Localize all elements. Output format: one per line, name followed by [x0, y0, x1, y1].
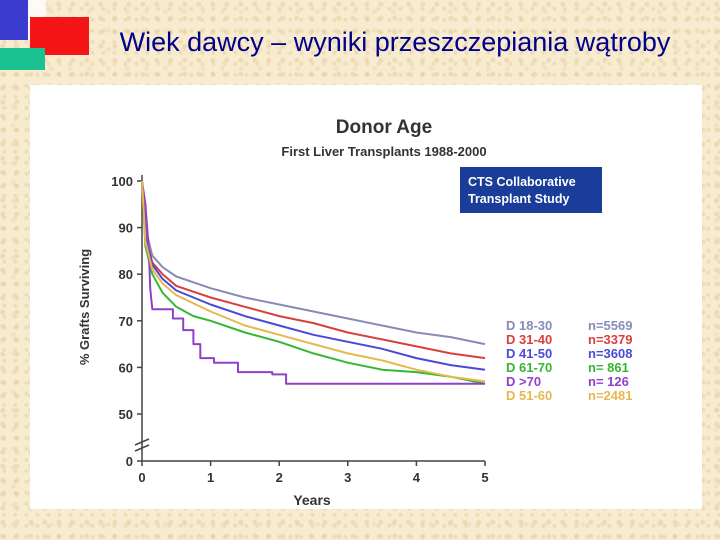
- chart-legend: D 18-30 n=5569 D 31-40 n=3379 D 41-50 n=3608 D…: [506, 318, 632, 403]
- legend-label: D 51-60: [506, 388, 552, 403]
- badge-background: [460, 167, 602, 213]
- series-line-d-41-50: [141, 180, 486, 371]
- y-tick-label: 60: [119, 360, 133, 375]
- cts-badge: CTS Collaborative Transplant Study: [460, 167, 602, 213]
- x-tick-label: 0: [138, 470, 145, 485]
- survival-chart: Donor Age First Liver Transplants 1988-2…: [77, 117, 632, 508]
- legend-label: D 41-50: [506, 346, 552, 361]
- series-line-d-18-30: [141, 180, 486, 346]
- decor-blue-square: [0, 0, 28, 40]
- legend-count: n=5569: [588, 318, 632, 333]
- slide-title: Wiek dawcy – wyniki przeszczepiania wątr…: [119, 27, 671, 57]
- axis-break-mark: [134, 438, 150, 446]
- y-tick-label: 100: [111, 174, 133, 189]
- badge-line-2: Transplant Study: [468, 192, 569, 206]
- x-tick-label: 1: [207, 470, 214, 485]
- chart-curves: [141, 180, 486, 385]
- chart-subtitle: First Liver Transplants 1988-2000: [281, 144, 486, 159]
- legend-label: D 61-70: [506, 360, 552, 375]
- y-tick-label: 70: [119, 314, 133, 329]
- series-line-d-70: [141, 180, 485, 385]
- decor-green-square: [0, 48, 45, 70]
- legend-count: n=3379: [588, 332, 632, 347]
- series-line-d-31-40: [141, 180, 486, 360]
- legend-count: n=2481: [588, 388, 632, 403]
- chart-axes: [134, 175, 485, 462]
- axis-break-mark: [134, 444, 150, 452]
- x-tick-label: 2: [276, 470, 283, 485]
- y-axis-label: % Grafts Surviving: [77, 249, 92, 365]
- legend-label: D >70: [506, 374, 541, 389]
- legend-label: D 18-30: [506, 318, 552, 333]
- y-tick-label: 0: [126, 454, 133, 469]
- legend-count: n=3608: [588, 346, 632, 361]
- legend-count: n= 861: [588, 360, 629, 375]
- chart-ticks: 100 90 80 70 60 50 00 1 2 3 4 5: [111, 174, 488, 485]
- legend-count: n= 126: [588, 374, 629, 389]
- y-tick-label: 90: [119, 221, 133, 236]
- x-tick-label: 3: [344, 470, 351, 485]
- series-line-d-51-60: [141, 180, 486, 383]
- x-axis-label: Years: [293, 492, 331, 508]
- y-tick-label: 50: [119, 407, 133, 422]
- chart-panel: Donor Age First Liver Transplants 1988-2…: [30, 85, 702, 509]
- series-line-d-61-70: [141, 180, 486, 385]
- y-tick-label: 80: [119, 267, 133, 282]
- legend-label: D 31-40: [506, 332, 552, 347]
- chart-title: Donor Age: [336, 117, 432, 138]
- badge-line-1: CTS Collaborative: [468, 175, 576, 189]
- x-tick-label: 4: [413, 470, 421, 485]
- x-tick-label: 5: [481, 470, 488, 485]
